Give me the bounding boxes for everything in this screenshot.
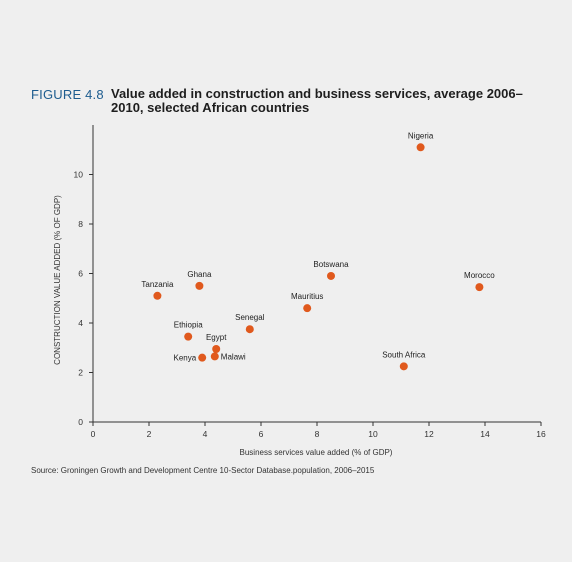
y-tick-label: 4	[78, 318, 83, 328]
data-point	[184, 332, 193, 341]
x-tick-label: 2	[147, 429, 152, 439]
x-tick-label: 16	[536, 429, 546, 439]
point-label: Nigeria	[408, 131, 434, 140]
source-note: Source: Groningen Growth and Development…	[31, 466, 375, 475]
y-tick-label: 10	[74, 170, 84, 180]
y-tick-label: 8	[78, 219, 83, 229]
point-label: Botswana	[313, 260, 349, 269]
y-ticks: 0 2 4 6 8 10	[74, 170, 93, 427]
figure-title: Value added in construction and business…	[111, 86, 523, 115]
data-point	[327, 271, 335, 280]
x-tick-label: 12	[424, 429, 434, 439]
y-tick-label: 0	[78, 417, 83, 427]
point-label: Mauritius	[291, 292, 323, 301]
data-point	[303, 304, 312, 313]
data-point	[399, 362, 408, 371]
x-ticks: 0 2 4 6 8 10 12 14 16	[91, 422, 546, 439]
x-axis-title: Business services value added (% of GDP)	[240, 448, 393, 457]
data-point	[210, 352, 219, 361]
data-point	[195, 281, 204, 290]
data-point	[475, 283, 484, 292]
data-point	[245, 325, 254, 334]
point-label: South Africa	[382, 350, 426, 359]
point-label: Ghana	[187, 270, 212, 279]
figure-number: FIGURE 4.8	[31, 87, 104, 102]
point-label: Senegal	[235, 313, 265, 322]
data-point	[198, 353, 207, 362]
y-tick-label: 6	[78, 269, 83, 279]
data-point	[416, 143, 425, 152]
x-tick-label: 6	[259, 429, 264, 439]
data-points: Nigeria Botswana Morocco Mauritius Tanzania G…	[141, 131, 495, 371]
x-tick-label: 4	[203, 429, 208, 439]
point-label: Egypt	[206, 333, 227, 342]
point-label: Tanzania	[141, 280, 174, 289]
point-label: Ethiopia	[174, 321, 203, 330]
x-tick-label: 8	[315, 429, 320, 439]
x-tick-label: 0	[91, 429, 96, 439]
x-tick-label: 14	[480, 429, 490, 439]
point-label: Morocco	[464, 271, 495, 280]
x-tick-label: 10	[368, 429, 378, 439]
y-axis-title: CONSTRUCTION VALUE ADDED (% OF GDP)	[53, 195, 62, 365]
point-label: Malawi	[221, 352, 246, 361]
data-point	[212, 344, 221, 353]
data-point	[153, 291, 162, 300]
point-label: Kenya	[174, 354, 197, 363]
y-tick-label: 2	[78, 368, 83, 378]
